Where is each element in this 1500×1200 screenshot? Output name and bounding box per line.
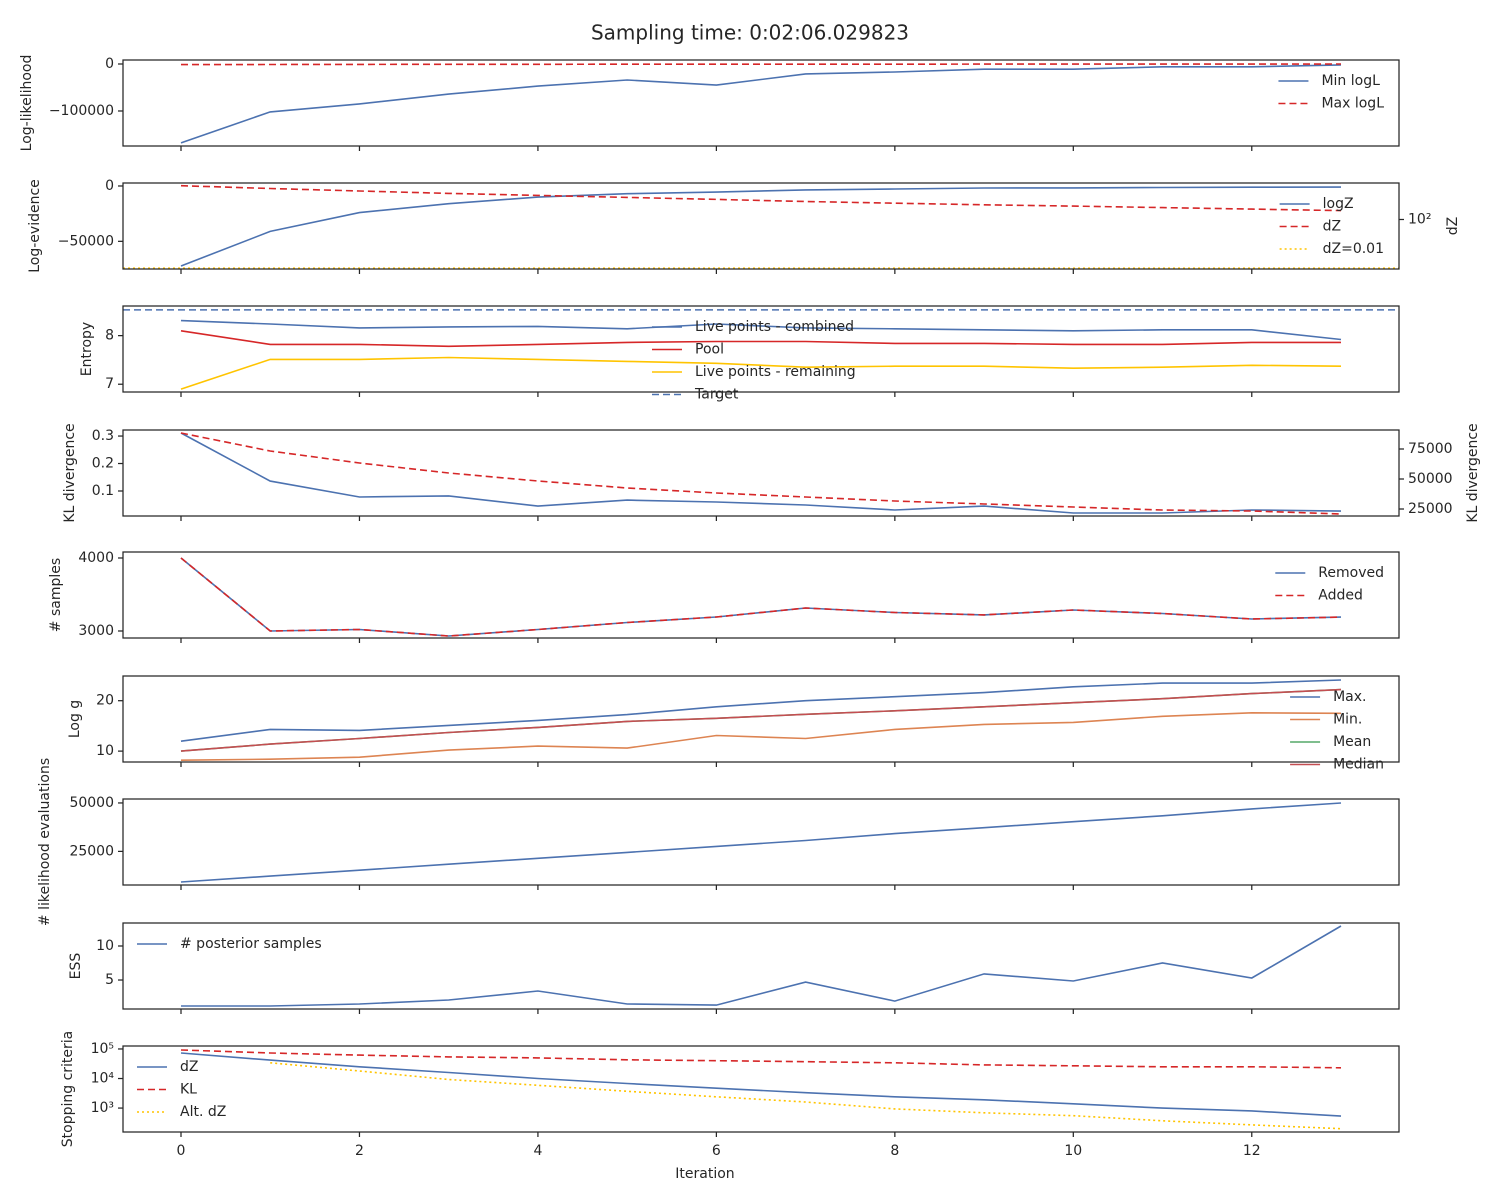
- y-axis-label: Log-likelihood: [19, 55, 35, 152]
- series-line: [180, 688, 1342, 752]
- x-tick-label: 12: [1243, 1143, 1261, 1159]
- legend-label: Alt. dZ: [180, 1104, 226, 1120]
- x-tick-label: 10: [1064, 1143, 1082, 1159]
- legend-label: Min logL: [1321, 73, 1380, 89]
- y-tick-label: 20: [96, 693, 114, 709]
- legend-label: Median: [1333, 757, 1384, 773]
- y-tick-label: 5: [105, 972, 114, 988]
- y2-axis-label: KL divergence: [1465, 423, 1481, 522]
- y-axis-label: Log-evidence: [27, 179, 43, 273]
- series-line: [180, 711, 1342, 761]
- legend-label: Live points - remaining: [695, 364, 856, 380]
- legend-label: Live points - combined: [695, 319, 854, 335]
- series-line: [180, 1052, 1342, 1117]
- y-axis-label: # samples: [48, 558, 64, 632]
- x-tick-label: 6: [712, 1143, 721, 1159]
- y-axis-label: ESS: [68, 953, 84, 980]
- series-line: [180, 557, 1342, 637]
- plot-frame: [122, 182, 1400, 270]
- y-tick-label: 25000: [69, 843, 114, 859]
- x-tick-label: 2: [355, 1143, 364, 1159]
- plot-frame: [122, 798, 1400, 886]
- legend-label: # posterior samples: [180, 936, 322, 952]
- legend-label: Mean: [1333, 734, 1371, 750]
- y-tick-label: 0.2: [92, 456, 114, 472]
- y-tick-label: −50000: [58, 233, 114, 249]
- series-line: [180, 557, 1342, 637]
- y-tick-label: 50000: [69, 795, 114, 811]
- series-line: [180, 432, 1342, 514]
- y2-tick-label: 10²: [1408, 211, 1431, 227]
- legend-label: KL: [180, 1082, 197, 1098]
- legend-label: Max.: [1333, 689, 1366, 705]
- y-tick-label: 3000: [78, 623, 114, 639]
- legend-label: Min.: [1333, 712, 1362, 728]
- plot-frame: [122, 429, 1400, 517]
- series-line: [180, 184, 1342, 212]
- y2-tick-label: 25000: [1408, 501, 1453, 517]
- x-tick-label: 8: [890, 1143, 899, 1159]
- y-tick-label: 8: [105, 328, 114, 344]
- legend-label: logZ: [1323, 196, 1354, 212]
- legend-label: Added: [1318, 588, 1363, 604]
- legend-label: Removed: [1318, 565, 1384, 581]
- series-line: [181, 925, 1342, 1007]
- y-tick-label: 10³: [91, 1100, 114, 1116]
- legend-label: dZ: [180, 1059, 198, 1075]
- y2-tick-label: 75000: [1408, 441, 1453, 457]
- series-line: [180, 802, 1342, 883]
- series-line: [180, 186, 1342, 267]
- y2-tick-label: 50000: [1408, 471, 1453, 487]
- y-tick-label: −100000: [49, 103, 114, 119]
- series-line: [180, 432, 1342, 515]
- series-line: [180, 319, 1342, 341]
- plot-frame: [122, 675, 1400, 763]
- plot-frame: [122, 59, 1400, 147]
- y-axis-label: Entropy: [79, 322, 95, 376]
- series-line: [180, 64, 1342, 144]
- series-line: [180, 63, 1342, 66]
- y-tick-label: 0: [105, 178, 114, 194]
- legend-label: Pool: [695, 342, 724, 358]
- series-line: [180, 330, 1341, 348]
- x-tick-label: 0: [177, 1143, 186, 1159]
- x-axis-label: Iteration: [675, 1166, 734, 1182]
- y-axis-label: Log g: [67, 700, 83, 738]
- y-axis-label: # likelihood evaluations: [37, 758, 53, 926]
- y-axis-label: KL divergence: [62, 423, 78, 522]
- y-tick-label: 10⁵: [91, 1041, 114, 1057]
- y-tick-label: 10: [96, 938, 114, 954]
- y-tick-label: 0: [105, 56, 114, 72]
- legend-label: dZ: [1323, 219, 1341, 235]
- y-tick-label: 4000: [78, 550, 114, 566]
- figure-title: Sampling time: 0:02:06.029823: [591, 21, 909, 45]
- plot-frame: [122, 305, 1400, 393]
- y2-axis-label: dZ: [1445, 217, 1461, 235]
- series-line: [180, 356, 1342, 390]
- plot-frame: [122, 551, 1400, 639]
- y-tick-label: 10: [96, 743, 114, 759]
- legend-label: Max logL: [1321, 96, 1384, 112]
- series-line: [270, 1062, 1342, 1130]
- legend-label: Target: [694, 387, 739, 403]
- series-line: [180, 1049, 1342, 1069]
- plot-frame: [122, 1045, 1400, 1133]
- y-tick-label: 0.1: [92, 483, 114, 499]
- y-axis-label: Stopping criteria: [60, 1031, 76, 1147]
- y-tick-label: 10⁴: [91, 1071, 115, 1087]
- series-line: [180, 679, 1342, 742]
- y-tick-label: 0.3: [92, 428, 114, 444]
- y-tick-label: 7: [105, 376, 114, 392]
- x-tick-label: 4: [533, 1143, 542, 1159]
- plot-frame: [122, 922, 1400, 1010]
- legend-label: dZ=0.01: [1323, 241, 1384, 257]
